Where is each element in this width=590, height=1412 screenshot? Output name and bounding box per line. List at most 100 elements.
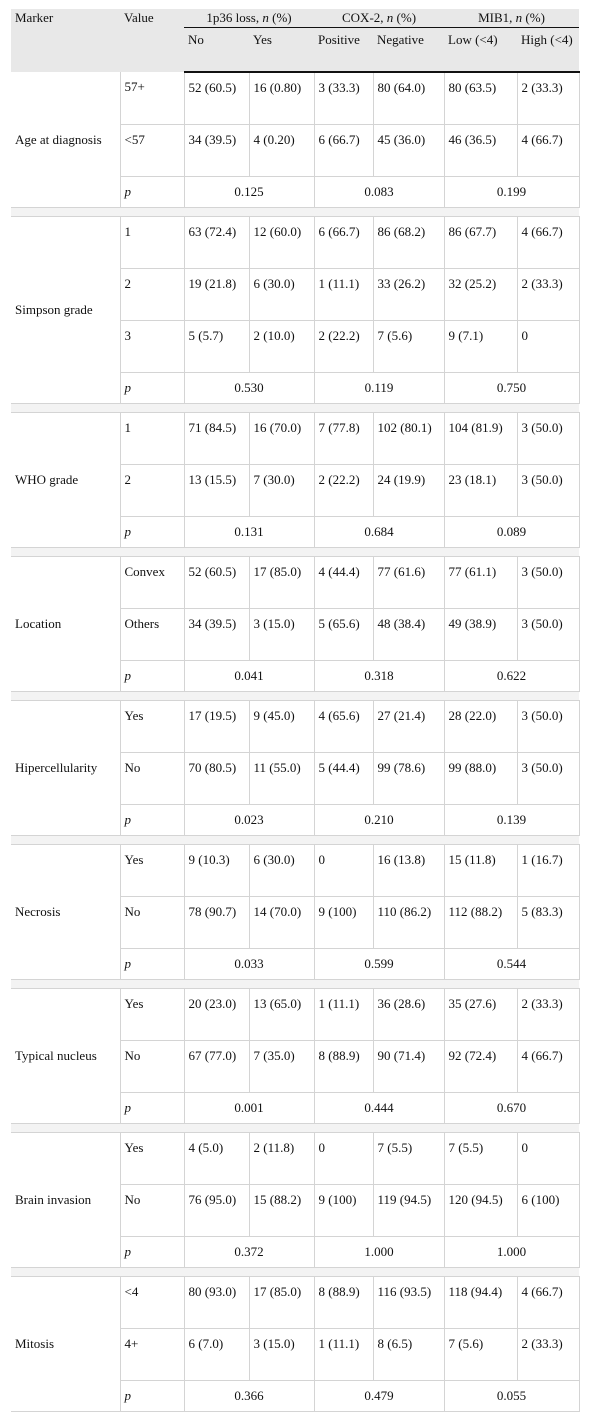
group-n: n	[386, 10, 394, 25]
p-value: 0.139	[444, 804, 580, 836]
spacer-cell	[11, 403, 580, 413]
data-cell: 63 (72.4)	[184, 216, 250, 269]
marker-name: Brain invasion	[11, 1132, 121, 1268]
p-value: 0.622	[444, 660, 580, 692]
data-cell: 99 (88.0)	[444, 752, 518, 805]
p-value: 0.372	[184, 1236, 315, 1268]
value-cell: No	[120, 1040, 185, 1093]
data-cell: 23 (18.1)	[444, 464, 518, 517]
p-value-row: p 0.033 0.599 0.544	[11, 948, 580, 980]
data-cell: 2 (22.2)	[314, 464, 374, 517]
group-spacer	[11, 547, 580, 557]
p-label: p	[120, 660, 185, 692]
p-value: 0.083	[314, 176, 445, 208]
group-spacer	[11, 691, 580, 701]
marker-name: Hipercellularity	[11, 700, 121, 836]
data-cell: 19 (21.8)	[184, 268, 250, 321]
data-cell: 1 (11.1)	[314, 268, 374, 321]
p-label: p	[120, 516, 185, 548]
data-cell: 6 (66.7)	[314, 216, 374, 269]
data-cell: 4 (44.4)	[314, 556, 374, 609]
header-value: Value	[120, 9, 184, 72]
header-group-mib1: MIB1, n (%)	[444, 9, 580, 28]
group-label: 1p36 loss,	[206, 10, 263, 25]
p-value: 0.750	[444, 372, 580, 404]
data-cell: 7 (5.6)	[373, 320, 445, 373]
marker-name: Age at diagnosis	[11, 72, 121, 208]
p-value: 1.000	[314, 1236, 445, 1268]
value-cell: No	[120, 752, 185, 805]
subheader-cox2-negative: Negative	[373, 27, 445, 73]
data-cell: 16 (0.80)	[249, 72, 315, 125]
data-cell: 2 (33.3)	[517, 1328, 580, 1381]
table-header: Marker Value 1p36 loss, n (%) COX-2, n (…	[11, 9, 580, 73]
table-row: No 67 (77.0) 7 (35.0) 8 (88.9) 90 (71.4) 92 (…	[11, 1040, 580, 1093]
data-cell: 4 (66.7)	[517, 124, 580, 177]
data-cell: 52 (60.5)	[184, 556, 250, 609]
data-cell: 77 (61.1)	[444, 556, 518, 609]
group-suffix: (%)	[393, 10, 417, 25]
data-cell: 6 (66.7)	[314, 124, 374, 177]
value-cell: 3	[120, 320, 185, 373]
p-label: p	[120, 1380, 185, 1412]
p-value: 0.544	[444, 948, 580, 980]
marker-name: Typical nucleus	[11, 988, 121, 1124]
data-cell: 34 (39.5)	[184, 608, 250, 661]
header-marker: Marker	[11, 9, 120, 72]
data-cell: 3 (50.0)	[517, 556, 580, 609]
table-row: Location Convex 52 (60.5) 17 (85.0) 4 (44.4)…	[11, 556, 580, 692]
data-cell: 3 (50.0)	[517, 412, 580, 465]
p-value: 0.479	[314, 1380, 445, 1412]
data-cell: 86 (68.2)	[373, 216, 445, 269]
data-cell: 12 (60.0)	[249, 216, 315, 269]
group-label: COX-2,	[342, 10, 387, 25]
data-cell: 1 (16.7)	[517, 844, 580, 897]
p-label: p	[120, 372, 185, 404]
table-row: Age at diagnosis 57+ 52 (60.5) 16 (0.80) 3 (…	[11, 72, 580, 208]
data-cell: 116 (93.5)	[373, 1276, 445, 1329]
spacer-cell	[11, 547, 580, 557]
table-row: WHO grade 1 71 (84.5) 16 (70.0) 7 (77.8) 102 …	[11, 412, 580, 548]
table-row: 2 13 (15.5) 7 (30.0) 2 (22.2) 24 (19.9) 23 (1…	[11, 464, 580, 517]
data-cell: 24 (19.9)	[373, 464, 445, 517]
p-value-row: p 0.125 0.083 0.199	[11, 176, 580, 208]
data-cell: 7 (5.5)	[373, 1132, 445, 1185]
data-cell: 49 (38.9)	[444, 608, 518, 661]
p-label: p	[120, 1092, 185, 1124]
data-cell: 78 (90.7)	[184, 896, 250, 949]
value-cell: Yes	[120, 988, 185, 1041]
p-label: p	[120, 804, 185, 836]
p-value: 0.055	[444, 1380, 580, 1412]
value-cell: No	[120, 896, 185, 949]
p-value: 0.089	[444, 516, 580, 548]
data-cell: 0	[517, 320, 580, 373]
data-cell: 70 (80.5)	[184, 752, 250, 805]
p-value: 0.670	[444, 1092, 580, 1124]
p-value: 0.199	[444, 176, 580, 208]
data-cell: 2 (11.8)	[249, 1132, 315, 1185]
group-spacer	[11, 835, 580, 845]
p-value: 0.001	[184, 1092, 315, 1124]
group-n: n	[515, 10, 523, 25]
data-cell: 77 (61.6)	[373, 556, 445, 609]
data-cell: 86 (67.7)	[444, 216, 518, 269]
subheader-mib1-high: High (<4)	[517, 27, 580, 73]
data-cell: 7 (77.8)	[314, 412, 374, 465]
value-cell: Convex	[120, 556, 185, 609]
value-cell: <57	[120, 124, 185, 177]
subheader-mib1-low: Low (<4)	[444, 27, 518, 73]
group-spacer	[11, 403, 580, 413]
p-value: 0.041	[184, 660, 315, 692]
data-cell: 9 (100)	[314, 896, 374, 949]
data-cell: 9 (7.1)	[444, 320, 518, 373]
group-label: MIB1,	[478, 10, 516, 25]
data-cell: 7 (30.0)	[249, 464, 315, 517]
p-value: 0.530	[184, 372, 315, 404]
data-cell: 102 (80.1)	[373, 412, 445, 465]
group-spacer	[11, 207, 580, 217]
marker-name: WHO grade	[11, 412, 121, 548]
p-value: 0.119	[314, 372, 445, 404]
p-value: 0.318	[314, 660, 445, 692]
p-label: p	[120, 1236, 185, 1268]
